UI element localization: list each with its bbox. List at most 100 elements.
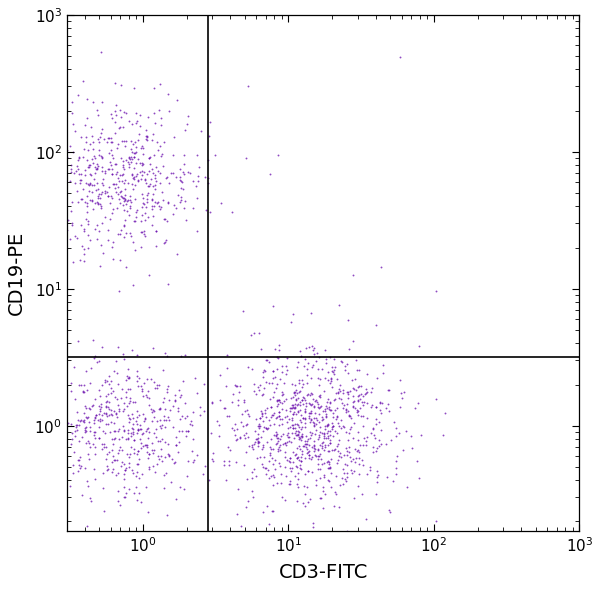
Point xyxy=(157,435,167,444)
Point xyxy=(73,466,83,475)
Point xyxy=(68,220,77,230)
Point xyxy=(160,438,170,447)
Point xyxy=(248,473,257,482)
Point xyxy=(253,438,262,448)
Point xyxy=(113,487,123,496)
Point xyxy=(93,199,103,209)
Point xyxy=(65,176,75,186)
Point xyxy=(309,413,319,423)
Point xyxy=(109,451,118,461)
Point xyxy=(357,398,367,407)
Point xyxy=(160,348,170,358)
Point xyxy=(92,358,102,367)
Point xyxy=(203,178,213,188)
Point xyxy=(148,130,158,139)
Point xyxy=(112,412,122,422)
Point xyxy=(130,445,139,454)
Point xyxy=(294,422,304,432)
Point xyxy=(311,425,321,435)
Point xyxy=(307,454,316,464)
Point xyxy=(124,417,133,426)
Point xyxy=(88,335,97,345)
Point xyxy=(109,179,118,188)
Point xyxy=(134,489,144,498)
Point xyxy=(270,344,280,353)
Point xyxy=(153,166,163,176)
Point xyxy=(194,171,203,181)
Point xyxy=(97,342,107,352)
Point xyxy=(256,380,265,390)
Point xyxy=(262,437,272,446)
Point xyxy=(103,137,112,146)
Point xyxy=(258,416,268,426)
Point xyxy=(154,197,163,206)
Point xyxy=(389,418,398,427)
Point xyxy=(79,416,88,425)
Point xyxy=(305,408,314,418)
Point xyxy=(149,84,159,93)
Point xyxy=(314,432,324,442)
Point xyxy=(350,403,360,413)
Point xyxy=(149,446,159,455)
Point xyxy=(298,379,308,389)
Point xyxy=(395,375,405,385)
Point xyxy=(371,419,381,429)
Point xyxy=(309,436,319,445)
Point xyxy=(265,442,275,451)
Point xyxy=(277,414,287,423)
Point xyxy=(147,407,157,416)
Point xyxy=(78,76,88,85)
Point xyxy=(350,444,360,454)
Point xyxy=(362,369,372,379)
Point xyxy=(55,194,64,203)
Point xyxy=(305,418,315,427)
Point xyxy=(137,160,147,170)
Point xyxy=(116,153,125,163)
Point xyxy=(107,458,117,467)
Point xyxy=(310,418,319,427)
Point xyxy=(220,456,229,466)
Point xyxy=(121,387,131,396)
Point xyxy=(90,154,100,163)
Point xyxy=(323,426,333,435)
Point xyxy=(329,355,338,364)
Point xyxy=(259,365,268,375)
Point xyxy=(265,170,274,179)
Point xyxy=(82,439,91,448)
Point xyxy=(223,363,232,372)
Point xyxy=(241,421,251,430)
Point xyxy=(113,140,123,149)
Point xyxy=(287,464,296,473)
Point xyxy=(150,173,160,182)
Point xyxy=(359,434,368,443)
Point xyxy=(256,406,266,415)
Point xyxy=(176,391,186,400)
Point xyxy=(329,445,338,455)
Point xyxy=(344,428,354,438)
Point xyxy=(147,164,157,173)
Point xyxy=(325,464,335,473)
Point xyxy=(238,306,248,316)
Point xyxy=(82,476,92,485)
Point xyxy=(119,474,128,484)
Point xyxy=(156,120,166,129)
Point xyxy=(130,435,139,444)
Point xyxy=(160,215,169,224)
Point xyxy=(278,429,287,438)
Point xyxy=(114,124,124,133)
Point xyxy=(55,178,64,187)
Point xyxy=(48,435,58,445)
Point xyxy=(109,204,118,214)
Point xyxy=(325,404,334,413)
Point xyxy=(103,419,113,429)
Point xyxy=(253,441,263,450)
Point xyxy=(128,465,137,475)
Point xyxy=(78,386,88,395)
Point xyxy=(401,426,410,436)
Point xyxy=(126,231,136,241)
Point xyxy=(348,391,358,401)
Point xyxy=(92,234,101,243)
Point xyxy=(137,170,147,180)
Point xyxy=(253,438,262,447)
Point xyxy=(149,378,158,387)
